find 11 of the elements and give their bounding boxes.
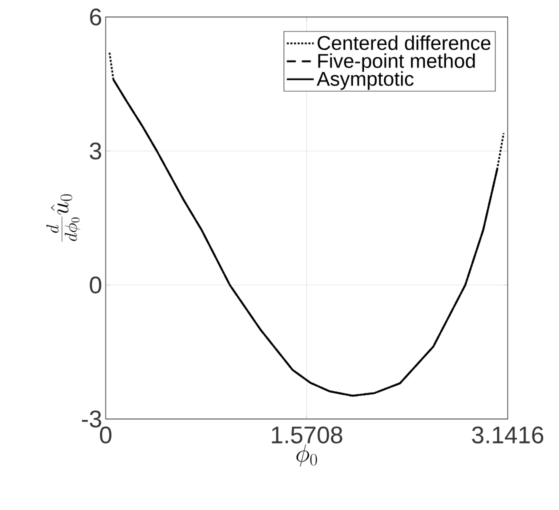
y-tick-label: 0 [90,276,102,294]
y-tick-label: -3 [82,410,102,428]
y-tick-label: 3 [90,142,102,160]
legend-label: Centered difference [318,35,490,50]
legend-label: Five-point method [318,53,475,72]
y-axis-title: $\frac{d}{d\phi_0}\hat{u}_0$ [46,194,80,242]
y-tick-label: 6 [90,8,102,26]
x-tick-label: 3.1416 [472,426,544,444]
legend-label: Asymptotic [316,71,414,90]
x-axis-title: $\phi_0$ [296,444,317,467]
x-tick-label: 1.5708 [272,426,342,444]
